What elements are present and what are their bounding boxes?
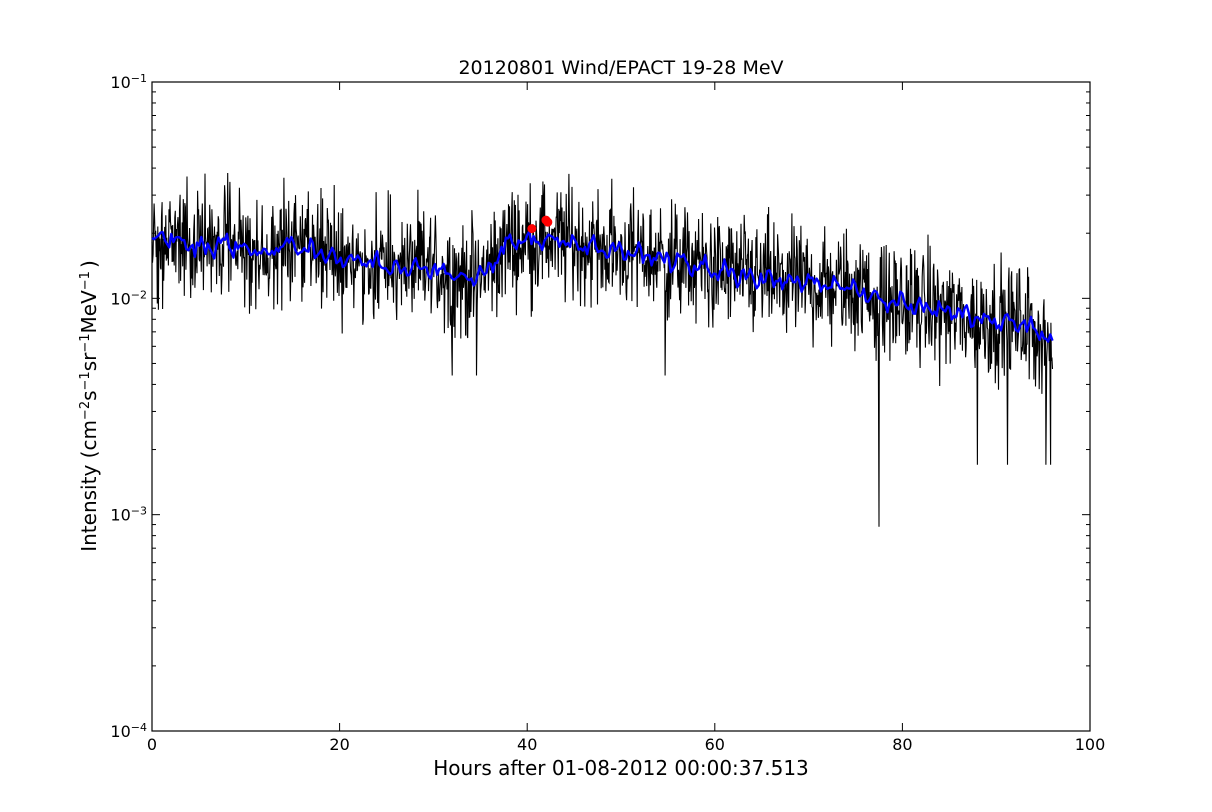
y-tick-labels: 10−4 10−3 10−2 10−1 [110, 72, 147, 742]
series-smoothed-intensity-line [151, 230, 1054, 343]
y-axis-label-sr: sr [77, 352, 101, 371]
marker-layer [527, 215, 553, 234]
y-axis-label-post: ) [77, 260, 101, 268]
event-marker [543, 217, 553, 227]
plot-frame [151, 81, 1091, 732]
x-tick-label: 80 [892, 735, 912, 754]
x-axis-label: Hours after 01-08-2012 00:00:37.513 [433, 756, 809, 780]
y-tick-label: 10−2 [110, 288, 147, 309]
x-tick-label: 20 [329, 735, 349, 754]
y-tick-label: 10−3 [110, 504, 147, 525]
tick-layer [151, 81, 1091, 732]
y-axis-label: Intensity (cm−2s−1sr−1MeV−1) [77, 260, 101, 552]
series-layer [151, 172, 1054, 527]
y-axis-label-exp4: −1 [78, 271, 93, 290]
y-tick-label: 10−1 [110, 72, 147, 93]
y-axis-label-exp3: −1 [78, 333, 93, 352]
x-tick-label: 100 [1075, 735, 1106, 754]
y-tick-label: 10−4 [110, 721, 147, 742]
series-raw-intensity-line [151, 172, 1054, 527]
x-tick-labels: 0 20 40 60 80 100 [147, 735, 1105, 754]
x-tick-label: 60 [705, 735, 725, 754]
y-axis-label-exp2: −1 [78, 371, 93, 390]
y-axis-label-exp1: −2 [78, 401, 93, 420]
y-axis-label-s: s [77, 390, 101, 400]
event-marker [527, 224, 537, 234]
y-axis-label-mev: MeV [77, 290, 101, 334]
chart-title: 20120801 Wind/EPACT 19-28 MeV [458, 57, 783, 79]
x-tick-label: 40 [517, 735, 537, 754]
plot-area [151, 81, 1091, 732]
x-tick-label: 0 [147, 735, 157, 754]
y-axis-label-pre: Intensity (cm [77, 420, 101, 552]
